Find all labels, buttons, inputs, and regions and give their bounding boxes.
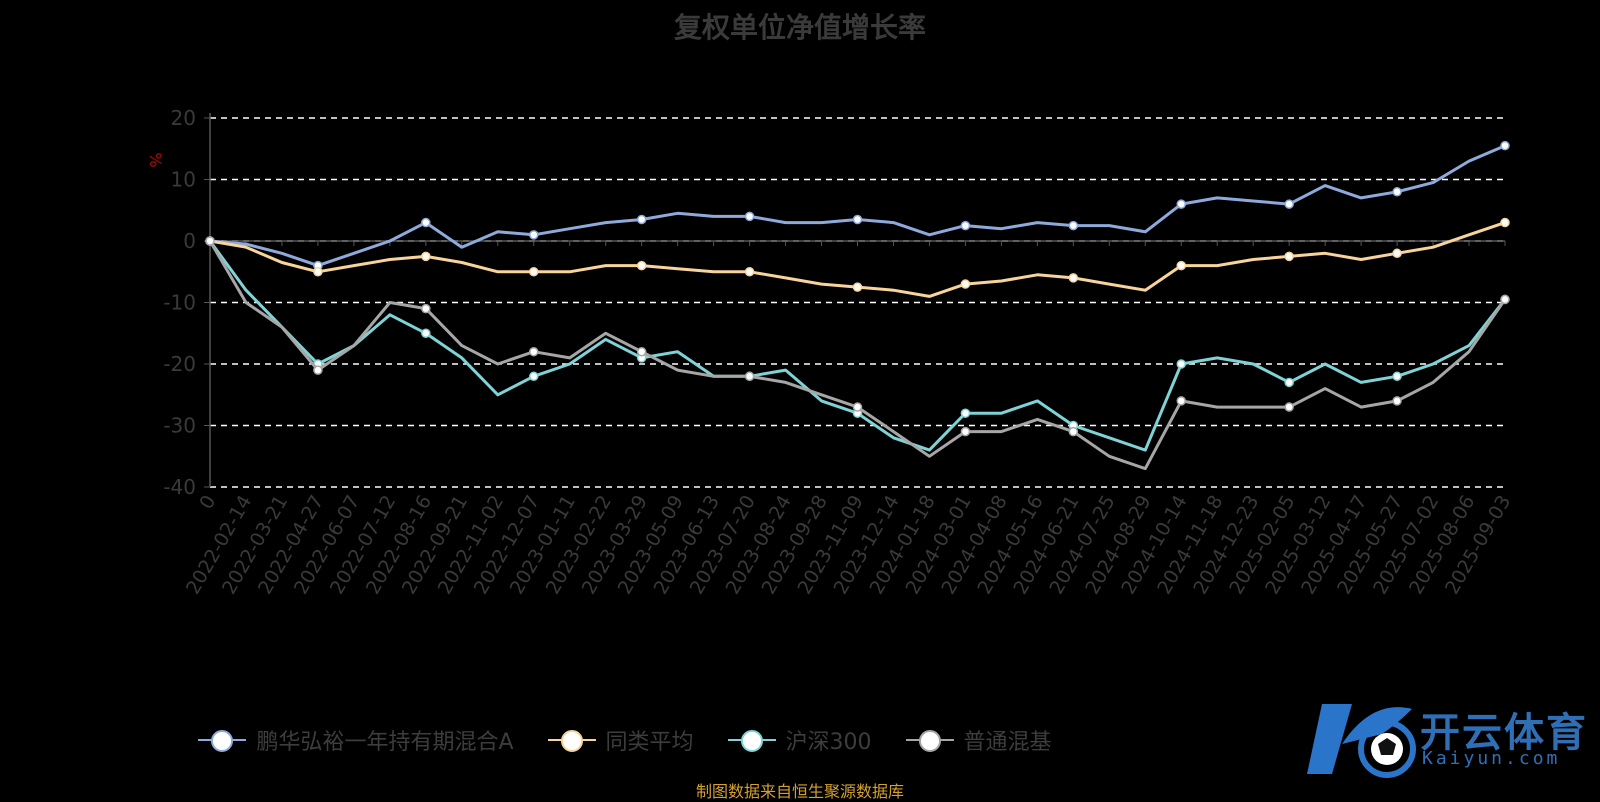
data-point — [1284, 377, 1294, 388]
legend-item-3[interactable]: 普通混基 — [905, 724, 1052, 756]
legend-item-2[interactable]: 沪深300 — [727, 724, 872, 756]
y-tick-label: 10 — [171, 168, 196, 192]
data-point — [1500, 217, 1510, 228]
data-point — [744, 371, 755, 382]
data-point — [421, 217, 431, 228]
legend-label: 同类平均 — [605, 730, 694, 755]
data-point — [1392, 371, 1402, 382]
data-point — [960, 279, 971, 289]
y-tick-label: -40 — [163, 475, 196, 499]
legend-item-1[interactable]: 同类平均 — [547, 724, 694, 756]
legend-item-0[interactable]: 鹏华弘裕一年持有期混合A — [198, 724, 514, 756]
legend-label: 沪深300 — [785, 730, 872, 755]
legend: 鹏华弘裕一年持有期混合A 同类平均 沪深300 普通混基 — [0, 720, 1250, 760]
data-point — [960, 426, 971, 437]
data-point — [529, 371, 539, 382]
y-tick-label: 20 — [171, 106, 196, 130]
data-point — [636, 346, 647, 357]
data-point — [852, 214, 863, 225]
data-point — [205, 236, 215, 246]
data-point — [1392, 187, 1402, 197]
data-point — [1176, 199, 1186, 209]
legend-swatch-icon — [905, 730, 954, 752]
data-point — [313, 267, 323, 277]
legend-swatch-icon — [727, 730, 776, 752]
data-point — [1176, 396, 1186, 406]
data-point — [1284, 199, 1294, 209]
watermark-subtext: Kaiyun.com — [1422, 748, 1561, 769]
series-line-0 — [209, 144, 1506, 268]
legend-label: 普通混基 — [963, 730, 1052, 755]
data-point — [1284, 251, 1294, 262]
x-tick-label: 0 — [195, 492, 220, 513]
y-tick-label: -30 — [163, 414, 196, 438]
legend-swatch-icon — [547, 730, 596, 752]
data-point — [744, 211, 755, 222]
kaiyun-logo-icon — [1307, 704, 1416, 778]
data-point — [529, 346, 539, 357]
legend-label: 鹏华弘裕一年持有期混合A — [256, 730, 514, 755]
data-point — [1176, 260, 1186, 271]
source-note: 制图数据来自恒生聚源数据库 — [695, 782, 904, 801]
data-point — [529, 267, 539, 277]
data-point — [960, 408, 971, 418]
data-point — [1500, 140, 1510, 151]
data-point — [421, 303, 431, 314]
data-point — [852, 402, 863, 412]
legend-swatch-icon — [198, 730, 247, 752]
data-point — [1068, 220, 1079, 231]
watermark-text: 开云体育 — [1420, 710, 1588, 756]
data-point — [421, 328, 431, 338]
data-point — [1068, 273, 1079, 283]
data-point — [636, 214, 647, 225]
data-point — [421, 251, 431, 262]
y-tick-label: -20 — [163, 352, 196, 376]
series-line-3 — [208, 240, 1507, 471]
data-point — [744, 267, 755, 277]
data-point — [1392, 248, 1402, 259]
data-point — [852, 282, 863, 292]
y-tick-label: 0 — [183, 229, 196, 253]
y-tick-label: -10 — [163, 291, 196, 315]
data-point — [529, 230, 539, 240]
y-axis-label: % — [146, 152, 165, 167]
data-point — [1284, 402, 1294, 412]
chart-title: 复权单位净值增长率 — [673, 11, 926, 44]
data-point — [960, 220, 971, 231]
data-point — [636, 260, 647, 271]
data-point — [1068, 426, 1079, 437]
data-point — [1176, 359, 1186, 369]
data-point — [1500, 294, 1510, 305]
series-line-2 — [208, 240, 1507, 452]
data-point — [1392, 396, 1402, 406]
data-point — [313, 365, 323, 375]
